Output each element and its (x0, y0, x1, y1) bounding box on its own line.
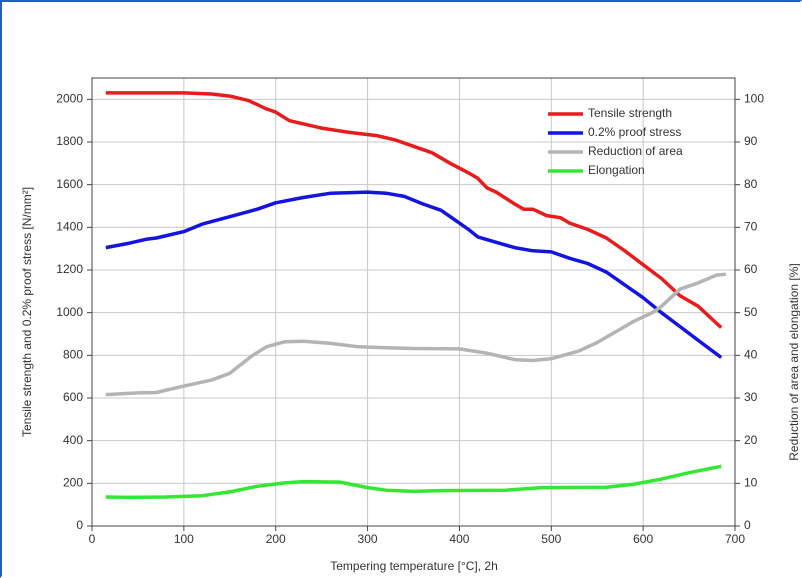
plot-area (92, 78, 735, 526)
x-tick-label: 700 (725, 532, 745, 546)
y2-tick-label: 10 (744, 476, 758, 490)
y2-tick-label: 20 (744, 433, 758, 447)
x-tick-label: 500 (541, 532, 561, 546)
y2-tick-label: 0 (744, 518, 751, 532)
y-tick-label: 800 (63, 348, 83, 362)
x-tick-label: 300 (358, 532, 378, 546)
y-axis-label: Tensile strength and 0.2% proof stress [… (20, 187, 34, 437)
x-axis-label: Tempering temperature [°C], 2h (330, 559, 498, 573)
plot-border (91, 77, 736, 527)
y-tick-label: 2000 (56, 92, 83, 106)
y2-tick-label: 30 (744, 390, 758, 404)
legend-label: 0.2% proof stress (588, 125, 681, 139)
series-line (105, 190, 723, 359)
series-line (105, 272, 726, 397)
legend-label: Elongation (588, 163, 645, 177)
y2-tick-label: 80 (744, 177, 758, 191)
x-tick-label: 0 (89, 532, 96, 546)
x-tick-label: 100 (174, 532, 194, 546)
y2-axis-label: Reduction of area and elongation [%] (787, 263, 800, 460)
y-tick-label: 1000 (56, 305, 83, 319)
y-tick-label: 1400 (56, 220, 83, 234)
series-line (105, 464, 722, 500)
x-tick-label: 600 (633, 532, 653, 546)
y-tick-label: 1200 (56, 262, 83, 276)
y-tick-label: 1600 (56, 177, 83, 191)
legend-label: Tensile strength (588, 106, 672, 120)
y-tick-label: 400 (63, 433, 83, 447)
y2-tick-label: 70 (744, 220, 758, 234)
y-tick-label: 1800 (56, 134, 83, 148)
y-tick-label: 200 (63, 476, 83, 490)
x-tick-label: 200 (266, 532, 286, 546)
y-tick-label: 0 (76, 518, 83, 532)
legend-label: Reduction of area (588, 144, 683, 158)
y2-tick-label: 50 (744, 305, 758, 319)
y2-tick-label: 60 (744, 262, 758, 276)
y2-tick-label: 90 (744, 134, 758, 148)
y2-tick-label: 100 (744, 92, 764, 106)
x-tick-label: 400 (449, 532, 469, 546)
y2-tick-label: 40 (744, 348, 758, 362)
series-line (105, 91, 723, 329)
y-tick-label: 600 (63, 390, 83, 404)
